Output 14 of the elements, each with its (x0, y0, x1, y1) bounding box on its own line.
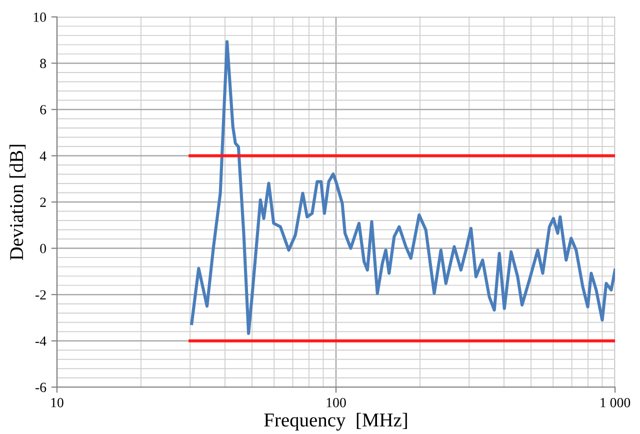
y-tick-label: 8 (40, 58, 46, 68)
y-tick-label: 6 (40, 105, 46, 114)
y-tick-label: -6 (35, 382, 46, 392)
y-tick-label: 2 (40, 198, 46, 207)
y-tick-label: 10 (34, 12, 46, 22)
x-tick-label: 1 000 (600, 398, 630, 408)
x-tick-label: 10 (51, 398, 64, 408)
x-tick-label: 100 (326, 398, 346, 408)
y-tick-label: -4 (35, 336, 46, 346)
x-axis-title: Frequency [MHz] (264, 412, 407, 431)
y-tick-label: 0 (40, 244, 46, 254)
y-tick-label: 4 (40, 151, 46, 161)
y-tick-label: -2 (35, 290, 46, 300)
y-axis-title: Deviation [dB] (9, 144, 26, 260)
